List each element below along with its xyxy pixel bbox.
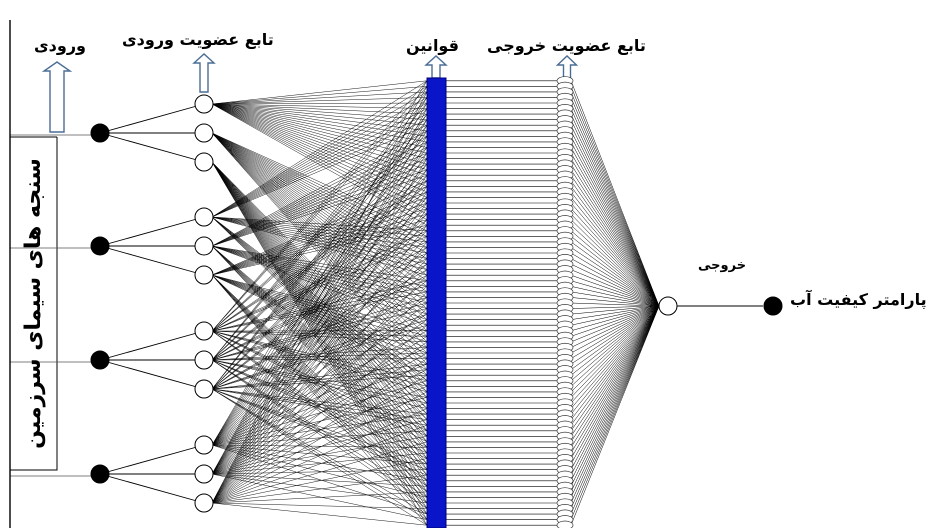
input-mf-node-1-3 (195, 153, 213, 171)
input-mf-node-4-1 (195, 436, 213, 454)
edge-input-3-mf-1 (100, 331, 204, 360)
input-node-3 (91, 351, 109, 369)
input-mf-node-3-2 (195, 351, 213, 369)
edge-outmf-output (571, 306, 659, 431)
edge-outmf-output (571, 306, 659, 403)
edge-outmf-output (571, 306, 659, 492)
landscape-metrics-label: سنجه های سیمای سرزمین (21, 158, 46, 449)
edge-input-3-mf-3 (100, 360, 204, 389)
edge-outmf-output (571, 306, 659, 503)
edge-outmf-output (571, 306, 659, 514)
input-mf-node-4-3 (195, 494, 213, 512)
edge-outmf-output (571, 236, 659, 306)
edge-outmf-output (571, 175, 659, 306)
water-quality-parameter-label: پارامتر کیفیت آب (790, 290, 927, 309)
edge-outmf-output (571, 306, 659, 470)
edge-outmf-output (571, 125, 659, 306)
rule-layer (427, 78, 446, 528)
edge-outmf-output (571, 192, 659, 306)
edge-outmf-output (571, 120, 659, 306)
edge-outmf-output (571, 81, 659, 306)
input-mf-node-2-3 (195, 266, 213, 284)
rules-arrow-icon (426, 56, 446, 78)
inputs-arrow-icon (44, 62, 70, 132)
layer-arrows (44, 54, 577, 132)
input-mf-node-2-2 (195, 237, 213, 255)
input-node-4 (91, 465, 109, 483)
edge-outmf-output (571, 306, 659, 453)
edge-mf-rule (212, 104, 427, 153)
edge-outmf-output (571, 306, 659, 436)
input-mf-node-4-2 (195, 465, 213, 483)
edge-mf-rule (212, 389, 427, 475)
mf-to-rule-edges (212, 81, 427, 525)
edge-outmf-output (571, 97, 659, 306)
edge-outmf-output (571, 214, 659, 306)
edge-outmf-output (571, 306, 659, 420)
edge-input-4-mf-1 (100, 445, 204, 474)
edge-mf-rule (212, 120, 427, 474)
edge-outmf-output (571, 306, 659, 459)
output-membership-label: تابع عضویت خروجی (487, 36, 646, 55)
edge-mf-rule (212, 342, 427, 503)
edge-mf-rule (212, 92, 427, 104)
edge-outmf-output (571, 306, 659, 486)
output-mf-arrow-icon (558, 56, 577, 78)
edge-input-1-mf-1 (100, 104, 204, 133)
edge-outmf-output (571, 306, 659, 392)
edge-outmf-output (571, 114, 659, 306)
edge-input-1-mf-3 (100, 133, 204, 162)
output-node (659, 297, 677, 315)
edge-mf-rule (212, 492, 427, 503)
output-label: خروجی (698, 258, 746, 273)
edge-outmf-output (571, 86, 659, 306)
edge-mf-rule (212, 104, 427, 186)
input-mf-node-1-1 (195, 95, 213, 113)
inputs-label: ورودی (34, 36, 86, 55)
target-node (764, 297, 782, 315)
edge-outmf-output (571, 136, 659, 306)
edge-input-2-mf-3 (100, 246, 204, 275)
edge-outmf-output (571, 209, 659, 306)
input-mf-node-1-2 (195, 124, 213, 142)
input-mf-node-2-1 (195, 208, 213, 226)
edge-outmf-output (571, 306, 659, 497)
edge-input-4-mf-3 (100, 474, 204, 503)
edge-outmf-output (571, 306, 659, 397)
edge-outmf-output (571, 109, 659, 306)
input-membership-label: تابع عضویت ورودی (122, 30, 274, 49)
rules-label: قوانین (406, 36, 459, 55)
edge-outmf-output (571, 170, 659, 306)
edge-mf-rule (212, 503, 427, 525)
input-mf-node-3-1 (195, 322, 213, 340)
edge-outmf-output (571, 306, 659, 442)
input-to-mf-edges (100, 104, 204, 503)
edge-input-2-mf-1 (100, 217, 204, 246)
edge-outmf-output (571, 306, 659, 375)
rule-layer-bar (427, 78, 446, 528)
edge-outmf-output (571, 153, 659, 306)
edge-outmf-output (571, 306, 659, 475)
edge-outmf-output (571, 142, 659, 306)
input-mf-arrow-icon (194, 54, 214, 92)
input-mf-node-3-3 (195, 380, 213, 398)
input-node-2 (91, 237, 109, 255)
landscape-metrics-box: سنجه های سیمای سرزمین (10, 137, 56, 470)
input-node-1 (91, 124, 109, 142)
edge-outmf-output (571, 231, 659, 306)
edge-mf-rule (212, 474, 427, 486)
rule-to-output-mf-edges (446, 81, 559, 525)
output-mf-node-81 (557, 521, 573, 528)
edge-outmf-output (571, 306, 659, 525)
edge-outmf-output (571, 306, 659, 381)
